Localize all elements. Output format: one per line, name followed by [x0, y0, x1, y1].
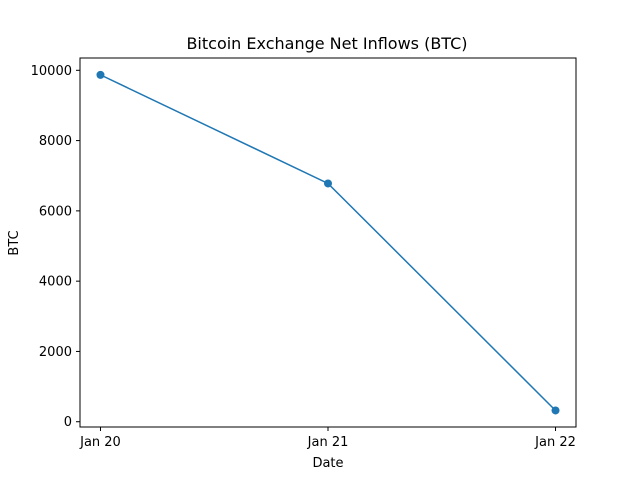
- chart-title: Bitcoin Exchange Net Inflows (BTC): [186, 34, 467, 53]
- data-point: [551, 406, 560, 415]
- y-tick-label: 2000: [39, 345, 72, 360]
- x-tick-label: Jan 22: [534, 435, 576, 450]
- x-tick-label: Jan 21: [307, 435, 349, 450]
- y-tick-label: 8000: [39, 134, 72, 149]
- data-point: [324, 179, 332, 188]
- x-axis-label: Date: [312, 456, 343, 471]
- plot-area: [96, 70, 560, 415]
- x-axis: Jan 20 Jan 21 Jan 22: [79, 427, 576, 450]
- y-tick-label: 0: [64, 415, 72, 430]
- data-point: [96, 70, 105, 79]
- y-tick-label: 10000: [31, 64, 72, 79]
- y-tick-label: 4000: [39, 275, 72, 290]
- y-axis-label: BTC: [7, 230, 22, 255]
- series-line: [100, 74, 557, 412]
- plot-frame: [79, 57, 577, 428]
- x-tick-label: Jan 20: [79, 435, 121, 450]
- y-axis: 0 2000 4000 6000 8000 10000: [31, 64, 80, 430]
- y-tick-label: 6000: [39, 204, 72, 219]
